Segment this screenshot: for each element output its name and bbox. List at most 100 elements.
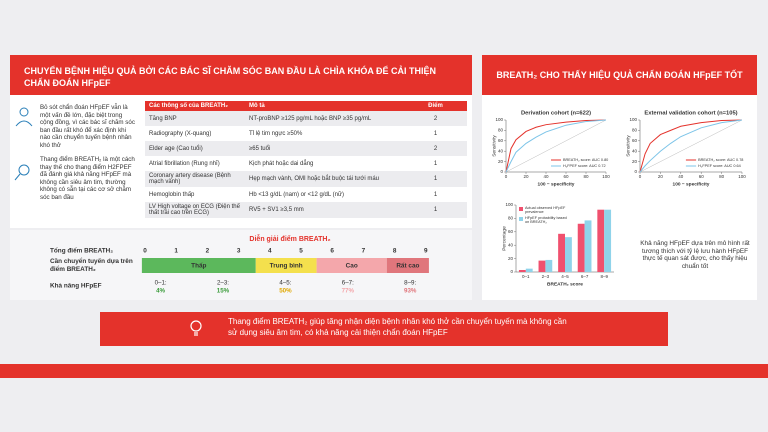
band [255, 258, 317, 273]
bulb-icon [190, 320, 202, 336]
table-cell: 1 [433, 191, 438, 198]
bar [538, 260, 546, 272]
right-body [482, 95, 757, 300]
y-tick-label: 40 [632, 148, 638, 153]
diagonal [639, 119, 743, 173]
y-tick-label: 80 [498, 128, 504, 133]
legend-label: BREATH₂ score: AUC 0.78 [698, 158, 743, 162]
table-cell: Atrial fibrillation (Rung nhĩ) [149, 160, 220, 167]
range: 8–9: [404, 280, 416, 287]
range: 4–5: [279, 280, 291, 287]
x-tick-label: 80 [583, 174, 589, 179]
score-number: 5 [299, 248, 303, 255]
band-label: Cao [346, 263, 358, 270]
legend-swatch [519, 207, 523, 211]
roc-curve [505, 119, 607, 173]
y-tick-label: 40 [498, 148, 504, 153]
row-label: Tổng điểm BREATH₂ [50, 247, 113, 255]
probability: 77% [342, 288, 355, 295]
row-label: Khả năng HFpEF [50, 283, 102, 290]
x-tick-label: 6–7 [581, 274, 589, 279]
probability: 4% [156, 288, 165, 295]
score-number: 4 [268, 248, 272, 255]
left-title: CHUYỂN BỆNH HIỆU QUẢ BỞI CÁC BÁC SĨ CHĂM… [10, 55, 472, 95]
right-title: BREATH₂ CHO THẤY HIỆU QUẢ CHẨN ĐOÁN HFpE… [482, 55, 757, 95]
table-row: Coronary artery disease (Bệnh mạch vành)… [145, 171, 467, 187]
table-cell: 2 [404, 111, 467, 126]
x-tick-label: 40 [678, 174, 684, 179]
x-tick-label: 40 [543, 174, 549, 179]
band-label: Rất cao [396, 262, 419, 270]
table-wrap: Các thông số của BREATH₂ Mô tả Điểm Tăng BN… [145, 101, 467, 218]
table-cell: Hemoglobin thấp [149, 191, 195, 198]
legend-label: HFpEF probability based on BREATH₂ [525, 216, 567, 225]
banner-text: Thang điểm BREATH₂ giúp tăng nhận diện b… [228, 317, 567, 337]
score-number: 1 [174, 248, 178, 255]
chart-title: Derivation cohort (n=622) [521, 111, 591, 117]
band [141, 258, 256, 273]
bar [525, 268, 533, 272]
y-tick-label: 100 [505, 202, 513, 207]
legend-label: BREATH₂ score: AUC 0.80 [563, 158, 608, 162]
table-row: Radiography (X-quang) Tỉ lệ tim ngực ≥50%… [145, 126, 467, 141]
x-tick-label: 20 [658, 174, 664, 179]
score-number: 0 [143, 248, 147, 255]
bar [597, 209, 605, 272]
score-number: 3 [237, 248, 241, 255]
table-cell: RV5 + SV1 ≥3,5 mm [245, 202, 404, 218]
table-row: Elder age (Cao tuổi) ≥65 tuổi 2 [145, 141, 467, 156]
table-cell: 1 [404, 202, 467, 218]
roc-curve [639, 119, 743, 173]
x-tick-label: 8–9 [600, 274, 608, 279]
roc-curve [639, 119, 743, 173]
bar [518, 269, 526, 272]
range: 6–7: [342, 280, 354, 287]
bar [565, 237, 572, 272]
roc-curve [505, 119, 607, 173]
legend-label: H₂FPEF score: AUC 0.64 [698, 164, 741, 168]
y-tick-label: 20 [632, 159, 638, 164]
table-cell: Hb <13 g/dL (nam) or <12 g/dL (nữ) [249, 191, 344, 198]
table-header: Các thông số của BREATH₂ [145, 101, 245, 111]
x-tick-label: 0 [505, 174, 508, 179]
table-row: Tăng BNP NT-proBNP ≥125 pg/mL hoặc BNP ≥3… [145, 111, 467, 126]
table-cell: Coronary artery disease (Bệnh mạch vành) [145, 171, 245, 187]
table-cell: 1 [433, 160, 438, 167]
y-axis-label: Sensitivity [491, 135, 497, 157]
breath-table: Các thông số của BREATH₂ Mô tả Điểm Tăng BN… [145, 101, 467, 218]
x-tick-label: 20 [523, 174, 529, 179]
y-tick-label: 80 [632, 128, 638, 133]
x-tick-label: 4–5 [561, 274, 569, 279]
chart-title: External validation cohort (n=105) [644, 111, 737, 117]
scoring-title: Diễn giải điểm BREATH₂ [249, 234, 330, 243]
table-cell: 2 [404, 141, 467, 156]
table-cell: 1 [433, 130, 438, 137]
y-axis-label: Percentage [501, 226, 507, 251]
x-tick-label: 0–1 [522, 274, 530, 279]
table-row: LV High voltage on ECG (Điện thế thất tr… [145, 202, 467, 218]
range: 0–1: [155, 280, 167, 287]
y-tick-label: 40 [508, 242, 514, 247]
table-row: Hemoglobin thấp Hb <13 g/dL (nam) or <12 … [145, 187, 467, 202]
calibration-note: Khả năng HFpEF dựa trên mô hình rất tươn… [640, 240, 750, 270]
legend-swatch [519, 217, 523, 221]
table-cell: ≥65 tuổi [245, 141, 404, 156]
x-tick-label: 100 [602, 174, 610, 179]
y-axis-label: Sensitivity [625, 135, 631, 157]
x-tick-label: 0 [639, 174, 642, 179]
band-label: Trung bình [270, 263, 303, 270]
y-tick-label: 100 [495, 117, 503, 122]
x-axis-label: 100 − specificity [673, 181, 710, 187]
band [316, 258, 387, 273]
icons [14, 107, 33, 181]
score-number: 8 [393, 248, 397, 255]
x-tick-label: 100 [738, 174, 746, 179]
row-label: Cần chuyển tuyến dựa trên điểm BREATH₂ [50, 258, 133, 273]
table-cell: Kịch phát hoặc dai dẳng [249, 160, 314, 167]
score-number: 6 [330, 248, 334, 255]
table-header: Mô tả [245, 101, 404, 111]
bar [545, 259, 553, 272]
y-tick-label: 100 [629, 117, 637, 122]
y-tick-label: 20 [498, 159, 504, 164]
band [386, 258, 429, 273]
